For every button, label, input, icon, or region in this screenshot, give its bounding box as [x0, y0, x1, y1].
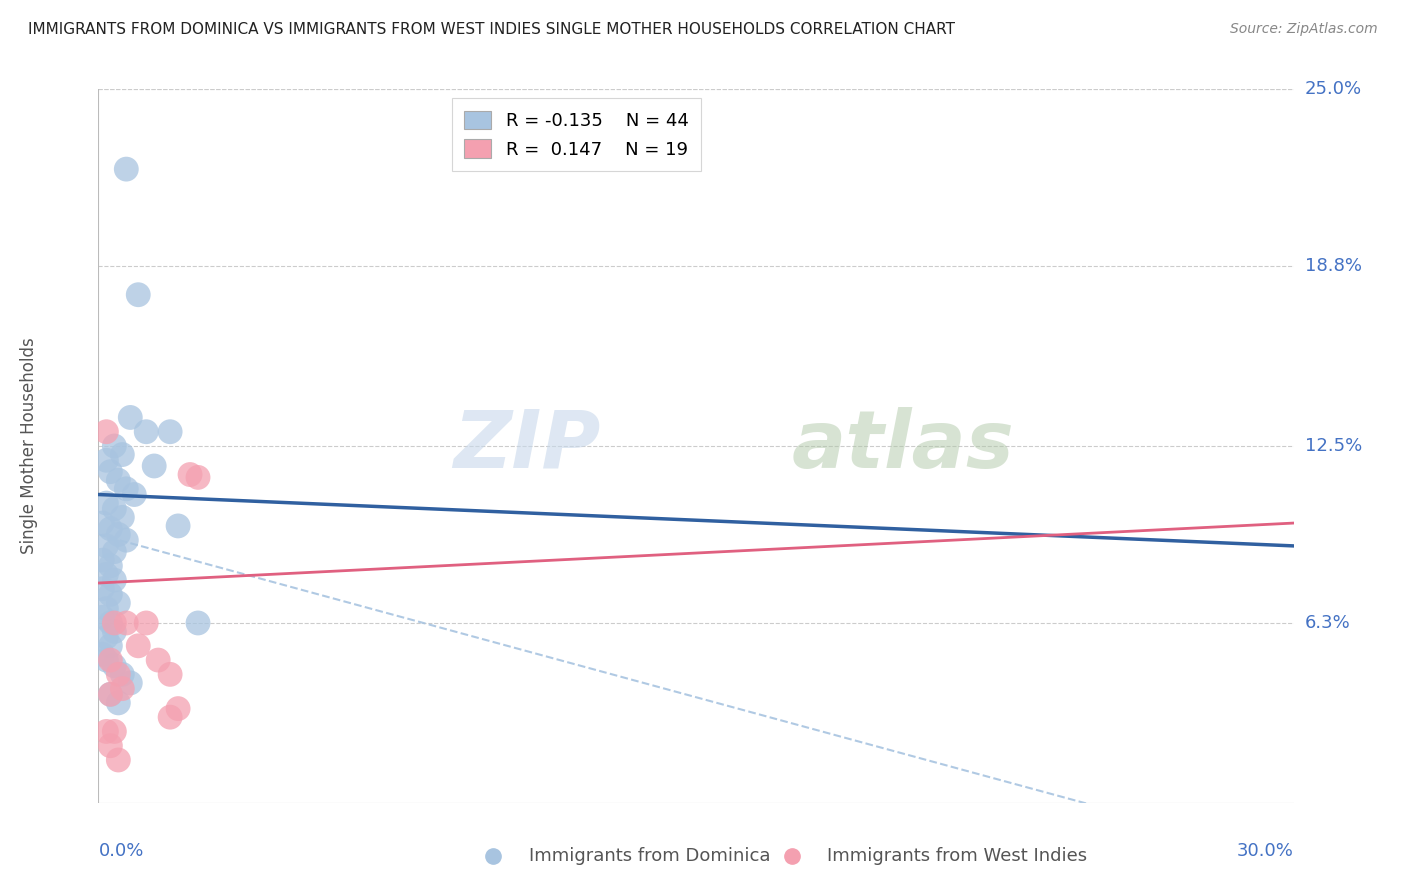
Point — [167, 701, 190, 715]
Point — [127, 287, 149, 301]
Point — [111, 448, 134, 462]
Point — [127, 639, 149, 653]
Point — [120, 676, 142, 690]
Point — [107, 596, 129, 610]
Point — [98, 587, 122, 601]
Point — [98, 687, 122, 701]
Point — [103, 544, 125, 558]
Legend: R = -0.135    N = 44, R =  0.147    N = 19: R = -0.135 N = 44, R = 0.147 N = 19 — [451, 98, 702, 171]
Point — [96, 496, 118, 510]
Point — [98, 653, 122, 667]
Point — [187, 615, 209, 630]
Point — [96, 539, 118, 553]
Point — [91, 516, 114, 530]
Point — [103, 615, 125, 630]
Text: 18.8%: 18.8% — [1305, 257, 1361, 275]
Text: 30.0%: 30.0% — [1237, 842, 1294, 860]
Point — [96, 724, 118, 739]
Point — [111, 510, 134, 524]
Point — [111, 667, 134, 681]
Point — [91, 582, 114, 596]
Point — [98, 558, 122, 573]
Point — [148, 653, 170, 667]
Text: Immigrants from Dominica: Immigrants from Dominica — [529, 847, 770, 865]
Point — [103, 658, 125, 673]
Point — [103, 624, 125, 639]
Point — [98, 687, 122, 701]
Point — [107, 527, 129, 541]
Point — [135, 615, 157, 630]
Point — [96, 630, 118, 644]
Point — [135, 425, 157, 439]
Point — [98, 465, 122, 479]
Point — [91, 648, 114, 662]
Text: Source: ZipAtlas.com: Source: ZipAtlas.com — [1230, 22, 1378, 37]
Point — [103, 573, 125, 587]
Point — [179, 467, 201, 482]
Text: 12.5%: 12.5% — [1305, 437, 1362, 455]
Text: 0.0%: 0.0% — [98, 842, 143, 860]
Point — [107, 753, 129, 767]
Text: Single Mother Households: Single Mother Households — [20, 338, 38, 554]
Point — [96, 601, 118, 615]
Text: ZIP: ZIP — [453, 407, 600, 485]
Point — [115, 615, 138, 630]
Point — [96, 653, 118, 667]
Point — [103, 439, 125, 453]
Point — [98, 522, 122, 536]
Point — [107, 667, 129, 681]
Point — [103, 724, 125, 739]
Point — [167, 519, 190, 533]
Point — [107, 473, 129, 487]
Point — [115, 162, 138, 177]
Point — [115, 482, 138, 496]
Point — [96, 425, 118, 439]
Point — [103, 501, 125, 516]
Point — [98, 615, 122, 630]
Text: 25.0%: 25.0% — [1305, 80, 1362, 98]
Text: Immigrants from West Indies: Immigrants from West Indies — [827, 847, 1088, 865]
Point — [187, 470, 209, 484]
Point — [124, 487, 146, 501]
Point — [96, 453, 118, 467]
Point — [111, 681, 134, 696]
Point — [159, 425, 181, 439]
Point — [120, 410, 142, 425]
Point — [96, 567, 118, 582]
Point — [115, 533, 138, 548]
Text: IMMIGRANTS FROM DOMINICA VS IMMIGRANTS FROM WEST INDIES SINGLE MOTHER HOUSEHOLDS: IMMIGRANTS FROM DOMINICA VS IMMIGRANTS F… — [28, 22, 955, 37]
Point — [91, 553, 114, 567]
Point — [98, 639, 122, 653]
Text: atlas: atlas — [792, 407, 1014, 485]
Point — [107, 696, 129, 710]
Point — [91, 610, 114, 624]
Point — [98, 739, 122, 753]
Point — [143, 458, 166, 473]
Point — [159, 667, 181, 681]
Text: 6.3%: 6.3% — [1305, 614, 1350, 632]
Point — [159, 710, 181, 724]
